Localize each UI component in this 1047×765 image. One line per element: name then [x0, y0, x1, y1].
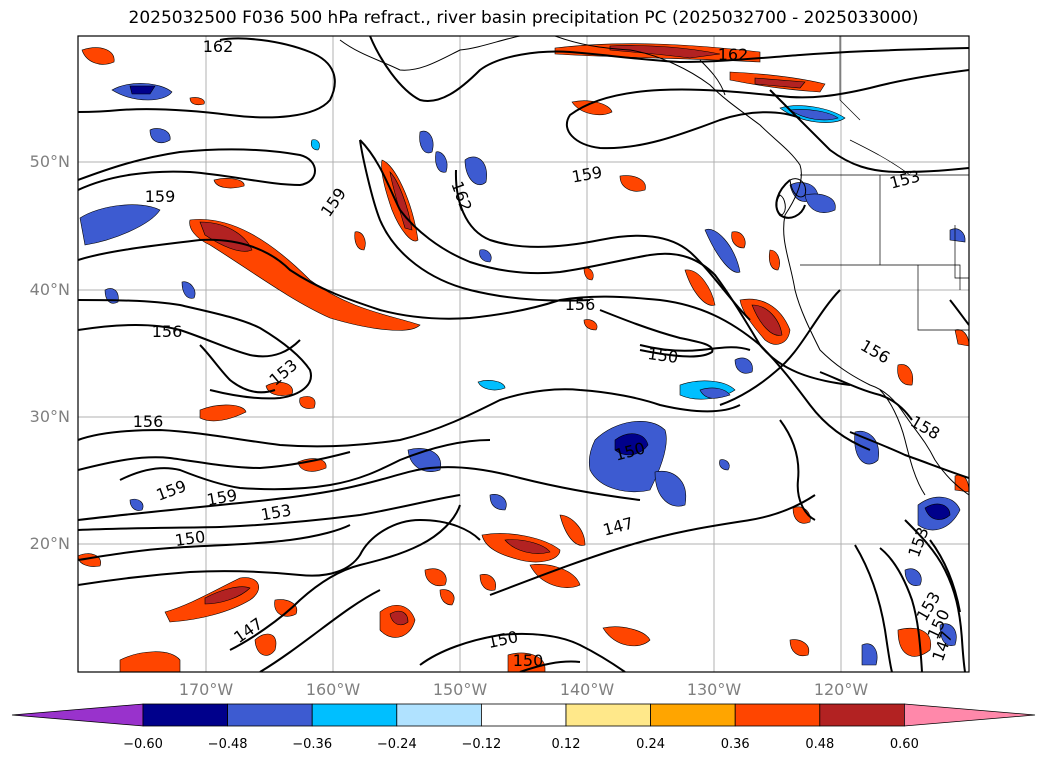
map-frame [77, 35, 970, 673]
colorbar-segment [311, 703, 398, 727]
colorbar-tick-label: 0.60 [889, 737, 919, 752]
lon-label: 160°W [305, 680, 361, 699]
colorbar-tick-label: −0.12 [461, 737, 502, 752]
precip-patches [78, 43, 969, 672]
colorbar-segment [650, 703, 736, 727]
lon-label: 130°W [686, 680, 742, 699]
colorbar-segment [227, 703, 313, 727]
coastlines [339, 36, 969, 496]
lat-label: 50°N [29, 152, 70, 171]
contour-label: 162 [718, 45, 749, 64]
colorbar-tick-label: −0.48 [207, 737, 248, 752]
contour-label: 150 [174, 527, 207, 550]
lon-label: 120°W [813, 680, 869, 699]
colorbar-segment [565, 703, 651, 727]
contour-label: 150 [646, 344, 679, 367]
colorbar-segment [734, 703, 821, 727]
colorbar-segment [480, 703, 567, 727]
lon-label: 170°W [178, 680, 234, 699]
lat-label: 40°N [29, 280, 70, 299]
contour-label: 159 [145, 187, 176, 206]
map-plot: 162 162 159 159 159 153 156 156 150 153 … [77, 35, 970, 673]
colorbar-tick-label: −0.24 [376, 737, 417, 752]
borders [800, 36, 969, 331]
refractivity-contours [78, 36, 969, 672]
colorbar-extend-min [11, 703, 144, 727]
colorbar-tick-label: −0.36 [292, 737, 333, 752]
colorbar-segment [819, 703, 905, 727]
colorbar [11, 703, 1036, 727]
contour-label: 150 [513, 651, 544, 670]
colorbar-segment [142, 703, 228, 727]
colorbar-tick-label: 0.24 [636, 737, 666, 752]
lon-label: 140°W [559, 680, 615, 699]
lat-label: 20°N [29, 534, 70, 553]
colorbar-tick-label: −0.60 [123, 737, 163, 752]
figure-title: 2025032500 F036 500 hPa refract., river … [128, 8, 919, 28]
lon-label: 150°W [432, 680, 488, 699]
contour-label: 156 [565, 295, 596, 314]
colorbar-extend-max [904, 703, 1036, 727]
colorbar-tick-label: 0.48 [805, 737, 835, 752]
lat-label: 30°N [29, 407, 70, 426]
colorbar-tick-label: 0.12 [551, 737, 581, 752]
contour-label: 156 [152, 322, 183, 341]
contour-label: 162 [203, 37, 234, 56]
colorbar-segment [396, 703, 482, 727]
colorbar-tick-label: 0.36 [720, 737, 750, 752]
contour-label: 156 [133, 412, 164, 431]
